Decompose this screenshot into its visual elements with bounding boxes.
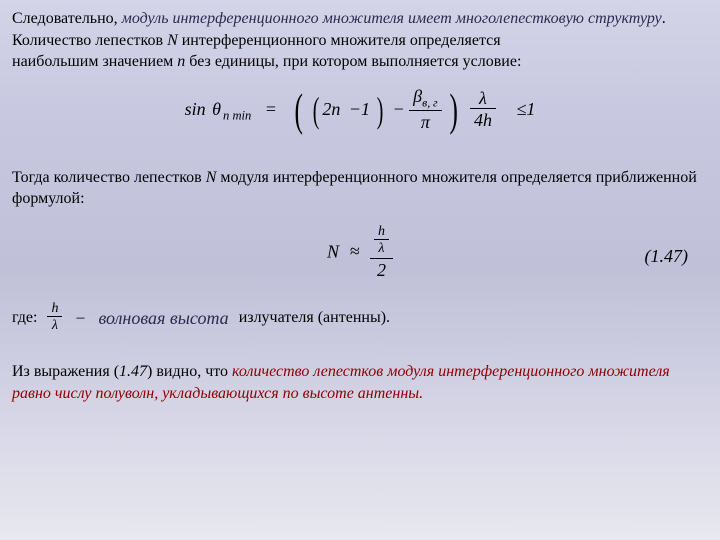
- eq2-two: 2: [370, 259, 393, 282]
- p2a: Количество лепестков: [12, 32, 167, 49]
- eq1-beta: β: [413, 86, 422, 106]
- para-4: Тогда количество лепестков N модуля инте…: [12, 167, 708, 210]
- para-2: Количество лепестков N интерференционног…: [12, 30, 708, 52]
- p4b: N: [206, 169, 217, 186]
- p5e: .: [419, 385, 423, 402]
- p3c: без единицы, при котором выполняется усл…: [185, 53, 521, 70]
- eq1-4h: 4h: [470, 109, 496, 132]
- para-1: Следовательно, модуль интерференционного…: [12, 8, 708, 30]
- eq1-sub: n min: [223, 108, 251, 122]
- p1b: модуль интерференционного множителя имее…: [122, 10, 662, 27]
- equation-1: sin θn min = ( (2n −1) − βв, г π ) λ 4h …: [12, 87, 708, 135]
- eq2-h: h: [374, 224, 389, 240]
- where-dash: –: [72, 309, 88, 327]
- eq2-approx: ≈: [344, 241, 366, 261]
- p2c: интерференционного множителя определяетс…: [178, 32, 501, 49]
- p1c: .: [662, 10, 666, 27]
- eq2-ref: (1.47): [645, 246, 689, 267]
- p4a: Тогда количество лепестков: [12, 169, 206, 186]
- eq1-eq: =: [256, 99, 286, 119]
- para-5: Из выражения (1.47) видно, что количеств…: [12, 361, 708, 404]
- eq1-theta: θ: [210, 99, 223, 119]
- eq1-minus: −: [391, 99, 405, 119]
- p5c: ) видно, что: [147, 363, 232, 380]
- eq1-lam: λ: [470, 89, 496, 110]
- eq1-m1: −1: [345, 99, 374, 119]
- p2b: N: [167, 32, 178, 49]
- p3a: наибольшим значением: [12, 53, 177, 70]
- eq1-rparen2: ): [377, 96, 384, 125]
- eq1-2n: 2n: [322, 99, 340, 119]
- eq1-pi: π: [409, 111, 441, 134]
- eq1-lparen2: (: [313, 96, 320, 125]
- eq1-lparen: (: [294, 92, 302, 129]
- where-label: где:: [12, 309, 37, 327]
- eq1-sin: sin: [185, 99, 206, 119]
- equation-2: N ≈ h λ 2 (1.47): [12, 224, 708, 283]
- eq1-le1: ≤1: [504, 99, 535, 119]
- p5b: 1.47: [119, 363, 147, 380]
- p1a: Следовательно,: [12, 10, 122, 27]
- where-tail: излучателя (антенны).: [239, 309, 390, 327]
- where-l: λ: [47, 317, 62, 335]
- where-term: волновая высота: [98, 308, 228, 329]
- eq1-beta-sub: в, г: [422, 96, 437, 109]
- where-row: где: h λ – волновая высота излучателя (а…: [12, 301, 708, 336]
- where-h: h: [47, 301, 62, 317]
- p5a: Из выражения (: [12, 363, 119, 380]
- eq1-rparen: ): [450, 92, 458, 129]
- eq2-N: N: [327, 241, 339, 261]
- eq2-lam: λ: [374, 240, 389, 258]
- para-3: наибольшим значением n без единицы, при …: [12, 51, 708, 73]
